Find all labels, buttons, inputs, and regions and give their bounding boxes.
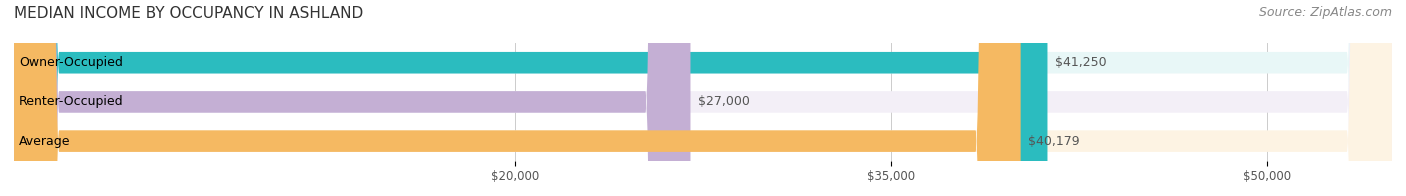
- FancyBboxPatch shape: [14, 0, 1392, 196]
- FancyBboxPatch shape: [14, 0, 1021, 196]
- Text: Owner-Occupied: Owner-Occupied: [20, 56, 122, 69]
- FancyBboxPatch shape: [14, 0, 1047, 196]
- Text: $40,179: $40,179: [1028, 135, 1080, 148]
- Text: Renter-Occupied: Renter-Occupied: [20, 95, 124, 108]
- Text: Average: Average: [20, 135, 70, 148]
- FancyBboxPatch shape: [14, 0, 690, 196]
- Text: Source: ZipAtlas.com: Source: ZipAtlas.com: [1258, 6, 1392, 19]
- FancyBboxPatch shape: [14, 0, 1392, 196]
- Text: $41,250: $41,250: [1054, 56, 1107, 69]
- Text: MEDIAN INCOME BY OCCUPANCY IN ASHLAND: MEDIAN INCOME BY OCCUPANCY IN ASHLAND: [14, 6, 363, 21]
- Text: $27,000: $27,000: [697, 95, 749, 108]
- FancyBboxPatch shape: [14, 0, 1392, 196]
